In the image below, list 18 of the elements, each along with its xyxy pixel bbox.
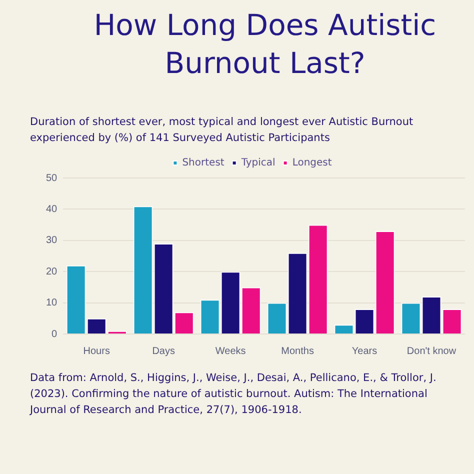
x-tick-label: Hours xyxy=(83,346,110,357)
x-tick-label: Days xyxy=(152,346,175,357)
chart-subtitle: Duration of shortest ever, most typical and longest ever Autistic Burnout experienced by (%) of 141 Surveyed Autistic Participants xyxy=(30,115,414,146)
y-tick-label: 30 xyxy=(46,235,58,246)
y-tick-label: 40 xyxy=(46,204,58,215)
x-tick-label: Years xyxy=(352,346,378,357)
y-tick-label: 50 xyxy=(46,172,58,184)
text: Data from: Arnold, S., Higgins, J., Weise, J., Desai, A., Pellicano, E., & Trollor, J. (2023). Confirming the nature of autistic burnout. Autism: The International Journal of Research and Practice, 27(7), 1906-1918. xyxy=(30,371,438,418)
x-tick-label: Weeks xyxy=(215,346,246,357)
y-tick-label: 0 xyxy=(52,328,58,340)
chart-title: How Long Does Autistic Burnout Last? xyxy=(92,7,438,82)
x-tick-label: Months xyxy=(281,346,314,357)
legend-label: Shortest xyxy=(182,158,224,169)
y-tick-label: 20 xyxy=(46,266,58,278)
legend-label: Longest xyxy=(292,158,332,169)
y-tick-label: 10 xyxy=(46,298,58,309)
legend-label: Typical xyxy=(240,158,276,169)
x-tick-label: Don't know xyxy=(406,346,457,357)
